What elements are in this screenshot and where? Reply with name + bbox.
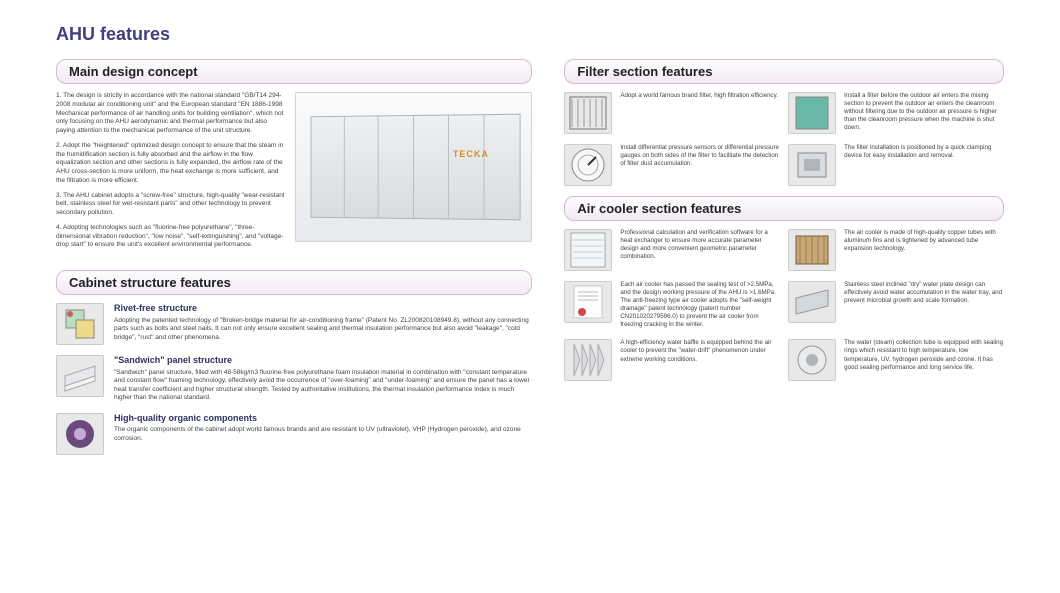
filter-text-2l: Install differential pressure sensors or… — [620, 144, 780, 168]
cooler-text-2r: Stainless steel inclined "dry" water pla… — [844, 281, 1004, 305]
filter-text-2r: The filter installation is positioned by… — [844, 144, 1004, 160]
cabinet-item-3: High-quality organic components The orga… — [56, 413, 532, 455]
cooler-text-3r: The water (steam) collection tube is equ… — [844, 339, 1004, 371]
filter-thumb-1r — [788, 92, 836, 134]
filter-thumb-1l — [564, 92, 612, 134]
main-p4: 4. Adopting technologies such as "fluori… — [56, 224, 285, 250]
cabinet-header: Cabinet structure features — [56, 270, 532, 295]
cabinet-text-3: The organic components of the cabinet ad… — [114, 426, 532, 443]
rivet-icon — [56, 303, 104, 345]
cabinet-title-1: Rivet-free structure — [114, 303, 532, 315]
cabinet-text-1: Adopting the patented technology of "Bro… — [114, 317, 532, 342]
cooler-thumb-3r — [788, 339, 836, 381]
cooler-thumb-3l — [564, 339, 612, 381]
filter-text-1l: Adopt a world famous brand filter, high … — [620, 92, 780, 100]
filter-thumb-2l — [564, 144, 612, 186]
cooler-thumb-2r — [788, 281, 836, 323]
left-column: Main design concept 1. The design is str… — [56, 59, 532, 465]
cooler-header: Air cooler section features — [564, 196, 1004, 221]
main-p1: 1. The design is strictly in accordance … — [56, 92, 285, 136]
main-p2: 2. Adopt the "heightened" optimized desi… — [56, 142, 285, 186]
ahu-image: TECKA — [295, 92, 533, 242]
cooler-thumb-2l — [564, 281, 612, 323]
page-title: AHU features — [56, 24, 1004, 45]
cooler-text-1r: The air cooler is made of high-quality c… — [844, 229, 1004, 253]
sandwich-icon — [56, 355, 104, 397]
filter-text-1r: Install a filter before the outdoor air … — [844, 92, 1004, 132]
main-row: 1. The design is strictly in accordance … — [56, 92, 532, 256]
ahu-brand: TECKA — [453, 149, 489, 159]
cooler-text-3l: A high-efficiency water baffle is equipp… — [620, 339, 780, 363]
cooler-thumb-1l — [564, 229, 612, 271]
cabinet-text-2: "Sandwich" panel structure, filled with … — [114, 369, 532, 403]
columns: Main design concept 1. The design is str… — [56, 59, 1004, 465]
cooler-text-2l: Each air cooler has passed the sealing t… — [620, 281, 780, 329]
cabinet-item-2: "Sandwich" panel structure "Sandwich" pa… — [56, 355, 532, 402]
main-p3: 3. The AHU cabinet adopts a "screw-free"… — [56, 192, 285, 218]
main-text: 1. The design is strictly in accordance … — [56, 92, 285, 256]
filter-header: Filter section features — [564, 59, 1004, 84]
right-column: Filter section features Adopt a world fa… — [564, 59, 1004, 465]
cooler-grid: Professional calculation and verificatio… — [564, 229, 1004, 381]
cooler-text-1l: Professional calculation and verificatio… — [620, 229, 780, 261]
cabinet-item-1: Rivet-free structure Adopting the patent… — [56, 303, 532, 345]
cooler-thumb-1r — [788, 229, 836, 271]
cabinet-title-2: "Sandwich" panel structure — [114, 355, 532, 367]
organic-icon — [56, 413, 104, 455]
main-header: Main design concept — [56, 59, 532, 84]
filter-grid: Adopt a world famous brand filter, high … — [564, 92, 1004, 186]
filter-thumb-2r — [788, 144, 836, 186]
cabinet-title-3: High-quality organic components — [114, 413, 532, 425]
